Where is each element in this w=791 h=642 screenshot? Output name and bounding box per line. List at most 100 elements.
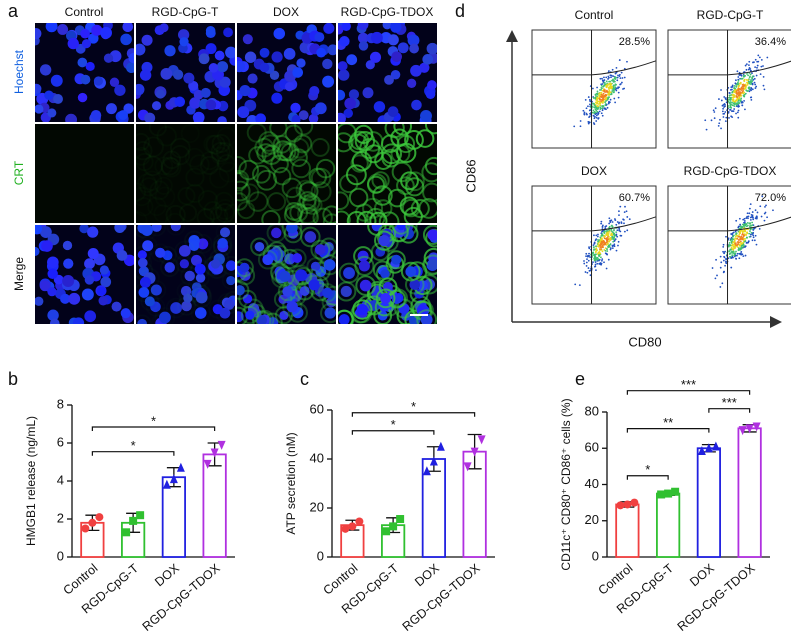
data-point [348, 522, 357, 531]
data-point [396, 515, 405, 524]
flow-dot [602, 92, 605, 95]
flow-dot [613, 77, 616, 80]
flow-dot [754, 234, 757, 237]
flow-dot [622, 88, 624, 90]
micrograph-bg [136, 124, 235, 223]
flow-dot [749, 233, 752, 236]
x-tick-label: DOX [687, 561, 717, 590]
flow-dot [596, 86, 599, 89]
nucleus [282, 286, 293, 297]
flow-dot [723, 256, 726, 259]
flow-dot [614, 83, 617, 86]
flow-dot [615, 231, 618, 234]
flow-dot [612, 80, 615, 83]
nucleus [323, 23, 335, 34]
flow-dot [599, 106, 602, 109]
flow-dot [744, 254, 747, 257]
flow-dot [601, 226, 604, 228]
data-point [129, 516, 138, 525]
flow-dot [756, 66, 758, 69]
flow-dot [722, 116, 725, 118]
crt-ring [221, 255, 235, 276]
crt-ring [281, 177, 303, 199]
flow-dot [592, 254, 594, 257]
flow-dot [621, 81, 623, 84]
crt-ring [272, 167, 292, 186]
nucleus [98, 296, 108, 306]
gate-line [532, 216, 657, 232]
nucleus [378, 234, 390, 247]
flow-dot [733, 108, 736, 110]
crt-ring [261, 144, 282, 165]
flow-dot [601, 114, 604, 117]
nucleus [141, 225, 153, 236]
flow-dot [744, 74, 747, 77]
column-header: RGD-CpG-T [152, 5, 219, 19]
flow-dot [749, 230, 751, 232]
crt-ring [367, 173, 387, 194]
nucleus [348, 89, 360, 100]
flow-dot [746, 81, 748, 84]
flow-dot [719, 286, 722, 288]
flow-dot [740, 97, 743, 100]
flow-dot [623, 230, 626, 233]
flow-dot [616, 79, 619, 82]
flow-dot [585, 252, 588, 255]
crt-ring [302, 195, 323, 215]
flow-dot [739, 99, 742, 102]
nucleus [62, 240, 73, 251]
nucleus [409, 43, 419, 54]
nucleus [87, 247, 99, 260]
flow-dot [731, 110, 733, 113]
flow-dot [759, 73, 762, 76]
flow-dot [599, 77, 602, 80]
flow-dot [605, 86, 608, 89]
nucleus [105, 103, 117, 115]
significance-bracket [91, 451, 175, 456]
crt-ring [338, 210, 351, 223]
nucleus [223, 299, 235, 310]
flow-dot [604, 98, 607, 101]
crt-ring [296, 194, 317, 215]
flow-dot [618, 214, 620, 217]
flow-dot [617, 244, 619, 247]
nucleus [279, 270, 291, 282]
flow-dot [617, 96, 620, 99]
flow-dot [745, 79, 748, 81]
nucleus [365, 60, 375, 70]
significance-bracket [708, 408, 751, 413]
nucleus [420, 313, 433, 324]
flow-dot [604, 91, 607, 93]
flow-dot [734, 237, 737, 240]
flow-dot [600, 92, 603, 94]
cells [136, 225, 235, 324]
nucleus [216, 61, 229, 73]
flow-dot [749, 68, 752, 70]
nucleus [284, 82, 295, 92]
flow-dot [586, 113, 588, 116]
flow-dot [720, 261, 723, 264]
significance-label: * [645, 462, 650, 477]
flow-dot [732, 231, 735, 234]
flow-dot [731, 254, 734, 257]
nucleus [254, 241, 265, 252]
flow-dot [745, 68, 748, 71]
flow-dot [612, 91, 615, 94]
crt-ring [136, 132, 151, 152]
crt-ring [165, 204, 186, 223]
flow-dot [732, 250, 735, 253]
crt-ring [338, 309, 355, 324]
flow-dot [602, 85, 605, 88]
crt-ring [400, 261, 421, 282]
crt-ring [315, 158, 336, 179]
nucleus [338, 61, 348, 72]
flow-dots [711, 195, 774, 288]
flow-dot [609, 80, 612, 83]
flow-dot [751, 233, 754, 235]
crt-ring [291, 158, 311, 179]
flow-percent: 28.5% [619, 36, 650, 48]
y-tick-label: 8 [57, 396, 64, 411]
crt-ring [247, 191, 269, 212]
flow-dot [593, 97, 595, 99]
nucleus [100, 26, 112, 39]
